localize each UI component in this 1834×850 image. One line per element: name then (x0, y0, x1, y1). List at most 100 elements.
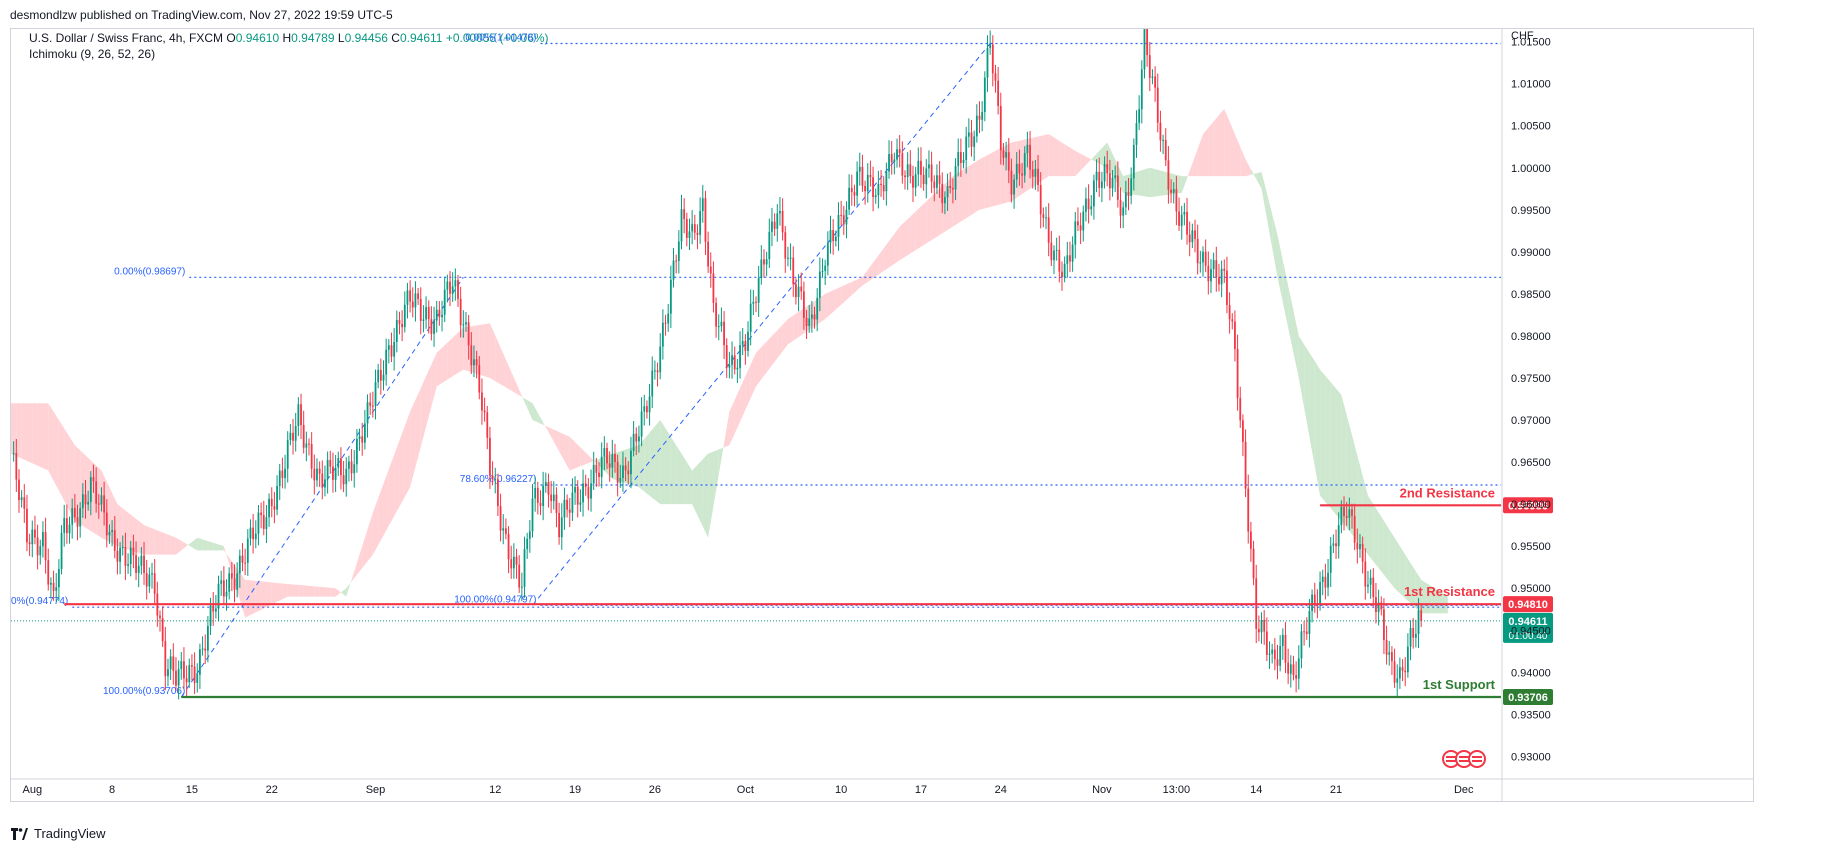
candle-down (1146, 29, 1149, 56)
candle-down (1021, 173, 1023, 176)
candle-up (1135, 123, 1138, 145)
candle-up (989, 44, 992, 48)
price-chart[interactable]: 0.00%(1.01478)0.00%(0.98697)78.60%(0.962… (11, 29, 1753, 801)
candle-down (401, 323, 404, 328)
cloud-segment (356, 546, 363, 575)
candle-up (265, 517, 268, 529)
cloud-segment (569, 436, 576, 471)
cloud-segment (771, 330, 778, 366)
candle-up (600, 456, 603, 478)
candle-down (459, 298, 462, 326)
candle-up (1151, 76, 1154, 78)
cloud-segment (16, 403, 22, 459)
candle-up (324, 479, 326, 488)
candle-down (1042, 214, 1045, 218)
high-label: H (282, 31, 292, 45)
candle-up (246, 538, 249, 563)
price-tick-label: 0.95000 (1511, 583, 1551, 595)
candle-down (419, 298, 422, 321)
candle-down (864, 185, 866, 192)
cloud-segment (1336, 388, 1342, 521)
cloud-segment (1405, 554, 1411, 604)
candle-up (699, 211, 702, 235)
cloud-segment (835, 286, 842, 310)
candle-up (936, 175, 938, 188)
candle-down (332, 466, 334, 480)
cloud-segment (649, 426, 655, 500)
candle-down (185, 678, 188, 683)
candle-down (1079, 225, 1082, 231)
cloud-segment (766, 335, 772, 373)
candle-up (358, 436, 361, 439)
price-tick-label: 1.00000 (1511, 163, 1551, 175)
candle-down (1215, 260, 1218, 278)
cloud-segment (207, 541, 214, 551)
candle-down (1167, 160, 1170, 190)
cloud-segment (287, 584, 294, 597)
cloud-segment (867, 262, 874, 282)
candle-up (1013, 179, 1015, 195)
candle-down (547, 481, 550, 495)
candle-up (1138, 109, 1141, 124)
level-price-tag (1503, 689, 1553, 706)
candle-up (1212, 260, 1215, 270)
candle-down (65, 518, 68, 534)
cloud-segment (968, 162, 975, 217)
candle-up (701, 198, 704, 212)
candle-up (1100, 181, 1103, 188)
candle-up (925, 168, 928, 185)
flag-stripe (1446, 756, 1456, 758)
candle-down (449, 281, 451, 294)
candle-down (164, 641, 167, 677)
cloud-segment (426, 364, 432, 427)
cloud-segment (1208, 121, 1214, 177)
candle-down (744, 341, 747, 351)
candle-down (763, 259, 765, 265)
candle-up (151, 573, 153, 575)
candle-down (504, 528, 507, 534)
cloud-segment (186, 541, 192, 548)
candle-up (422, 319, 425, 321)
cloud-segment (1367, 495, 1374, 562)
candle-up (1053, 250, 1055, 261)
candle-down (438, 309, 441, 318)
candle-up (1005, 152, 1008, 158)
candle-down (970, 132, 973, 147)
cloud-segment (74, 445, 81, 525)
cloud-segment (559, 432, 565, 461)
candle-up (874, 195, 877, 198)
cloud-segment (26, 403, 33, 464)
candle-down (1087, 198, 1090, 210)
candle-up (669, 279, 672, 314)
candle-down (1218, 277, 1220, 285)
candle-up (749, 303, 752, 332)
candle-down (350, 461, 353, 474)
cloud-segment (1101, 142, 1108, 168)
cloud-segment (463, 326, 469, 372)
cloud-segment (1075, 150, 1081, 177)
time-tick-label: Nov (1092, 784, 1112, 796)
price-tick-label: 1.01500 (1511, 37, 1551, 49)
candle-up (348, 461, 350, 469)
candle-down (518, 564, 521, 588)
candle-down (145, 573, 148, 587)
cloud-segment (479, 324, 485, 377)
indicator-legend: Ichimoku (9, 26, 52, 26) (29, 47, 156, 61)
candle-down (1119, 199, 1122, 216)
candle-down (15, 453, 18, 480)
cloud-segment (330, 587, 336, 597)
cloud-segment (553, 429, 560, 452)
candle-up (1210, 269, 1212, 282)
cloud-segment (1085, 156, 1092, 165)
candle-down (795, 284, 797, 298)
fib-label: 78.60%(0.94774) (11, 596, 68, 607)
cloud-segment (191, 537, 198, 551)
candle-up (653, 370, 656, 372)
cloud-segment (1064, 144, 1070, 177)
chart-area[interactable]: U.S. Dollar / Swiss Franc, 4h, FXCM O0.9… (10, 28, 1754, 802)
candle-up (1063, 263, 1066, 278)
candle-down (292, 432, 294, 441)
candle-down (515, 556, 518, 565)
open-label: O (226, 31, 236, 45)
cloud-segment (851, 279, 858, 296)
